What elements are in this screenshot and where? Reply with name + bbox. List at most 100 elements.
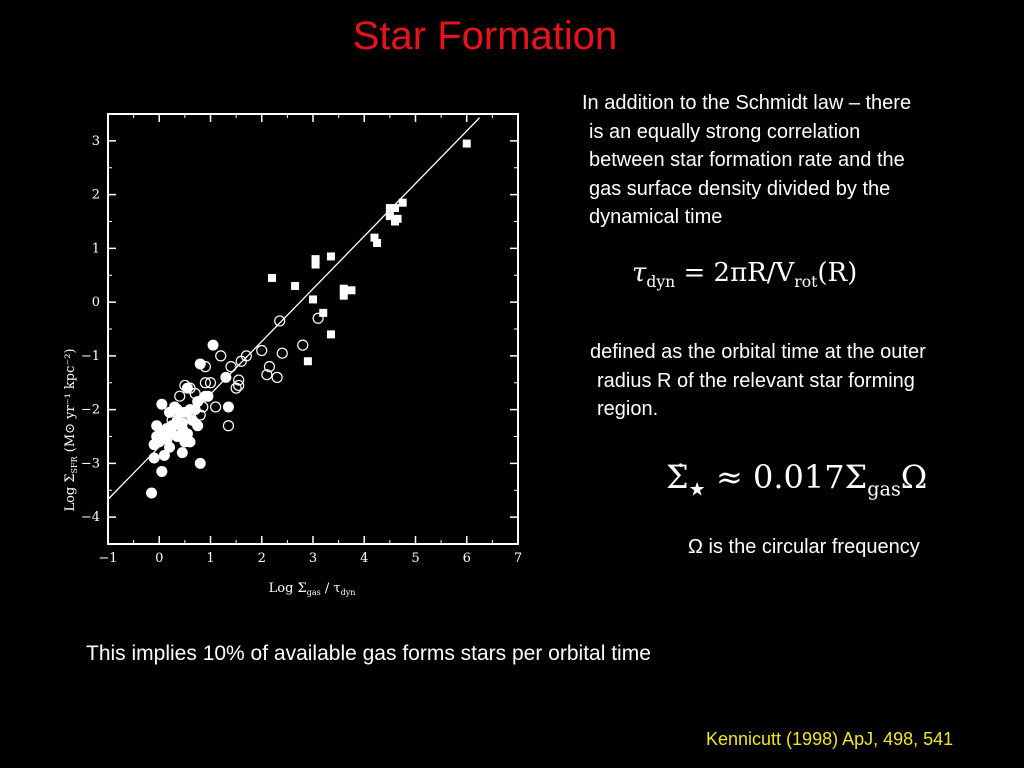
efficiency-note: This implies 10% of available gas forms … bbox=[86, 642, 651, 665]
data-point-square bbox=[326, 252, 335, 261]
data-point-open-circle bbox=[199, 377, 211, 389]
y-label-sub: SFR bbox=[70, 455, 79, 473]
x-tick-label: 7 bbox=[514, 551, 522, 566]
data-point-open-circle bbox=[230, 382, 242, 394]
x-tick-label: 2 bbox=[258, 551, 266, 566]
data-point-filled-circle bbox=[146, 487, 158, 499]
x-tick-label: 3 bbox=[309, 551, 317, 566]
data-point-square bbox=[339, 291, 348, 300]
omega-note: Ω is the circular frequency bbox=[688, 536, 920, 558]
data-point-square bbox=[385, 212, 394, 221]
data-point-square bbox=[291, 282, 300, 290]
x-label-sub: gas bbox=[307, 588, 321, 597]
data-point-open-circle bbox=[297, 339, 309, 351]
data-point-open-circle bbox=[261, 369, 273, 381]
data-point-filled-circle bbox=[207, 339, 219, 351]
eq1-lhs-sub: dyn bbox=[646, 273, 676, 292]
data-point-filled-circle bbox=[176, 447, 188, 459]
data-point-filled-circle bbox=[222, 401, 234, 413]
text2-line: defined as the orbital time at the outer bbox=[590, 341, 926, 363]
x-tick-label: 4 bbox=[360, 551, 368, 566]
eq2-mid-sub: gas bbox=[867, 477, 901, 501]
data-point-open-circle bbox=[210, 401, 222, 413]
x-tick-label: 6 bbox=[463, 551, 471, 566]
data-point-filled-circle bbox=[151, 420, 163, 432]
data-point-filled-circle bbox=[179, 436, 191, 448]
data-point-open-circle bbox=[225, 361, 237, 373]
y-tick-label: 0 bbox=[92, 295, 100, 310]
data-point-filled-circle bbox=[220, 371, 232, 383]
y-tick-label: −2 bbox=[81, 403, 100, 418]
data-point-open-circle bbox=[174, 390, 186, 402]
data-point-square bbox=[373, 239, 382, 247]
data-point-square bbox=[339, 284, 348, 293]
dynamical-time-equation: τdyn = 2πR/Vrot(R) bbox=[632, 258, 857, 291]
data-point-square bbox=[319, 308, 328, 317]
text1-line: is an equally strong correlation bbox=[589, 120, 861, 143]
data-point-square bbox=[393, 214, 402, 223]
x-tick-label: 1 bbox=[206, 551, 214, 566]
data-point-square bbox=[303, 357, 312, 366]
data-point-open-circle bbox=[274, 315, 286, 327]
data-point-open-circle bbox=[263, 361, 276, 373]
data-point-filled-circle bbox=[161, 433, 173, 445]
data-point-filled-circle bbox=[156, 398, 168, 410]
text1-line: In addition to the Schmidt law – there bbox=[582, 92, 912, 114]
slide-title: Star Formation bbox=[352, 14, 618, 58]
x-tick-label: −1 bbox=[98, 551, 117, 566]
data-point-open-circle bbox=[222, 420, 235, 432]
data-point-filled-circle bbox=[164, 406, 175, 418]
x-label-suffix: / τ bbox=[321, 581, 341, 596]
x-label-sub2: dyn bbox=[341, 588, 356, 597]
data-point-open-circle bbox=[235, 355, 247, 367]
text1-line: dynamical time bbox=[589, 206, 723, 228]
data-point-open-circle bbox=[215, 350, 227, 362]
data-point-square bbox=[370, 233, 379, 242]
schmidt-law-paragraph: In addition to the Schmidt law – there i… bbox=[582, 89, 911, 232]
y-axis-label: Log ΣSFR (M⊙ yr⁻¹ kpc⁻²) bbox=[63, 348, 79, 511]
data-point-square bbox=[311, 260, 320, 269]
data-point-open-circle bbox=[233, 379, 245, 392]
eq2-lhs: Σ̇ bbox=[666, 458, 689, 496]
eq1-lhs: τ bbox=[632, 258, 647, 288]
data-point-filled-circle bbox=[171, 431, 183, 442]
data-point-square bbox=[326, 330, 335, 339]
y-label-prefix: Log Σ bbox=[63, 473, 78, 511]
data-point-square bbox=[309, 295, 317, 304]
eq2-lhs-sub: ★ bbox=[688, 477, 706, 501]
data-point-square bbox=[347, 286, 356, 295]
data-point-square bbox=[385, 204, 394, 213]
citation: Kennicutt (1998) ApJ, 498, 541 bbox=[706, 729, 954, 749]
data-point-filled-circle bbox=[156, 465, 168, 477]
data-point-square bbox=[391, 204, 399, 213]
y-tick-label: 1 bbox=[92, 241, 100, 256]
y-tick-label: −4 bbox=[81, 510, 100, 525]
data-point-square bbox=[311, 255, 320, 264]
x-axis-label: Log Σgas / τdyn bbox=[269, 581, 356, 597]
x-tick-label: 0 bbox=[155, 551, 163, 566]
data-point-filled-circle bbox=[199, 390, 211, 402]
y-tick-label: 3 bbox=[92, 134, 100, 149]
x-tick-label: 5 bbox=[411, 551, 419, 566]
orbital-time-paragraph: defined as the orbital time at the outer… bbox=[590, 338, 926, 424]
text2-line: radius R of the relevant star forming bbox=[597, 369, 915, 392]
data-point-filled-circle bbox=[148, 452, 160, 464]
data-point-square bbox=[268, 273, 276, 282]
eq2-mid: ≈ 0.017Σ bbox=[705, 458, 868, 496]
data-point-open-circle bbox=[312, 312, 324, 324]
eq1-rhs: (R) bbox=[817, 258, 858, 288]
eq2-rhs: Ω bbox=[900, 458, 928, 496]
text2-line: region. bbox=[597, 398, 659, 420]
data-point-open-circle bbox=[256, 344, 268, 357]
data-point-filled-circle bbox=[194, 358, 206, 370]
data-point-filled-circle bbox=[176, 422, 188, 434]
plot-frame bbox=[107, 113, 519, 545]
y-tick-label: −1 bbox=[81, 349, 100, 364]
eq1-mid: = 2πR/V bbox=[675, 258, 795, 288]
y-label-suffix: (M⊙ yr⁻¹ kpc⁻²) bbox=[63, 348, 78, 456]
text1-line: gas surface density divided by the bbox=[589, 177, 891, 200]
data-point-filled-circle bbox=[189, 404, 201, 416]
data-point-open-circle bbox=[276, 347, 288, 359]
text1-line: between star formation rate and the bbox=[589, 149, 905, 171]
